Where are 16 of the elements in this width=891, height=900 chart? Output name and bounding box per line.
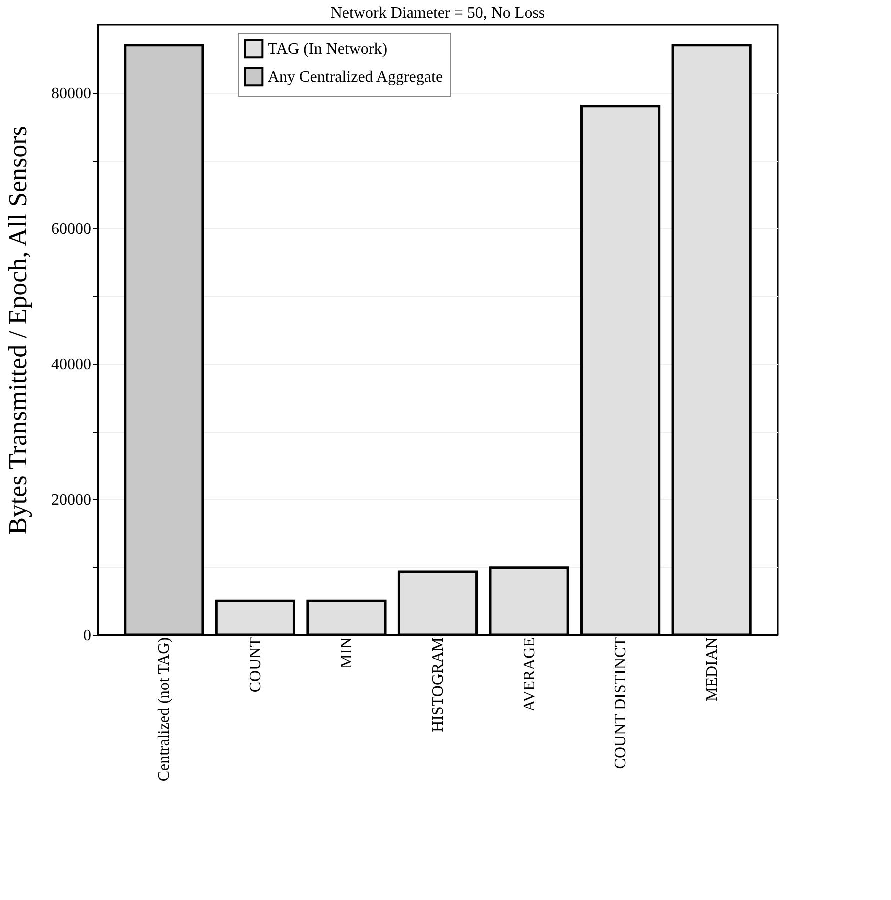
x-tick-label: AVERAGE <box>521 638 538 712</box>
y-tick-label: 20000 <box>52 492 92 509</box>
legend-label: TAG (In Network) <box>268 41 388 58</box>
y-tick-label: 80000 <box>52 85 92 102</box>
x-tick-label: MIN <box>338 637 356 669</box>
x-tick-label: HISTOGRAM <box>430 638 447 732</box>
y-tick-label: 60000 <box>52 220 92 238</box>
legend-label: Any Centralized Aggregate <box>268 69 444 86</box>
x-tick-label: MEDIAN <box>704 637 721 702</box>
y-tick-label: 0 <box>84 628 92 644</box>
x-tick-label: COUNT <box>247 637 264 693</box>
x-tick-label: Centralized (not TAG) <box>156 638 174 782</box>
y-axis-title: Bytes Transmitted / Epoch, All Sensors <box>4 126 32 535</box>
x-tick-label: COUNT DISTINCT <box>612 637 630 770</box>
y-tick-label: 40000 <box>52 356 92 374</box>
chart-title: Network Diameter = 50, No Loss <box>330 5 546 22</box>
